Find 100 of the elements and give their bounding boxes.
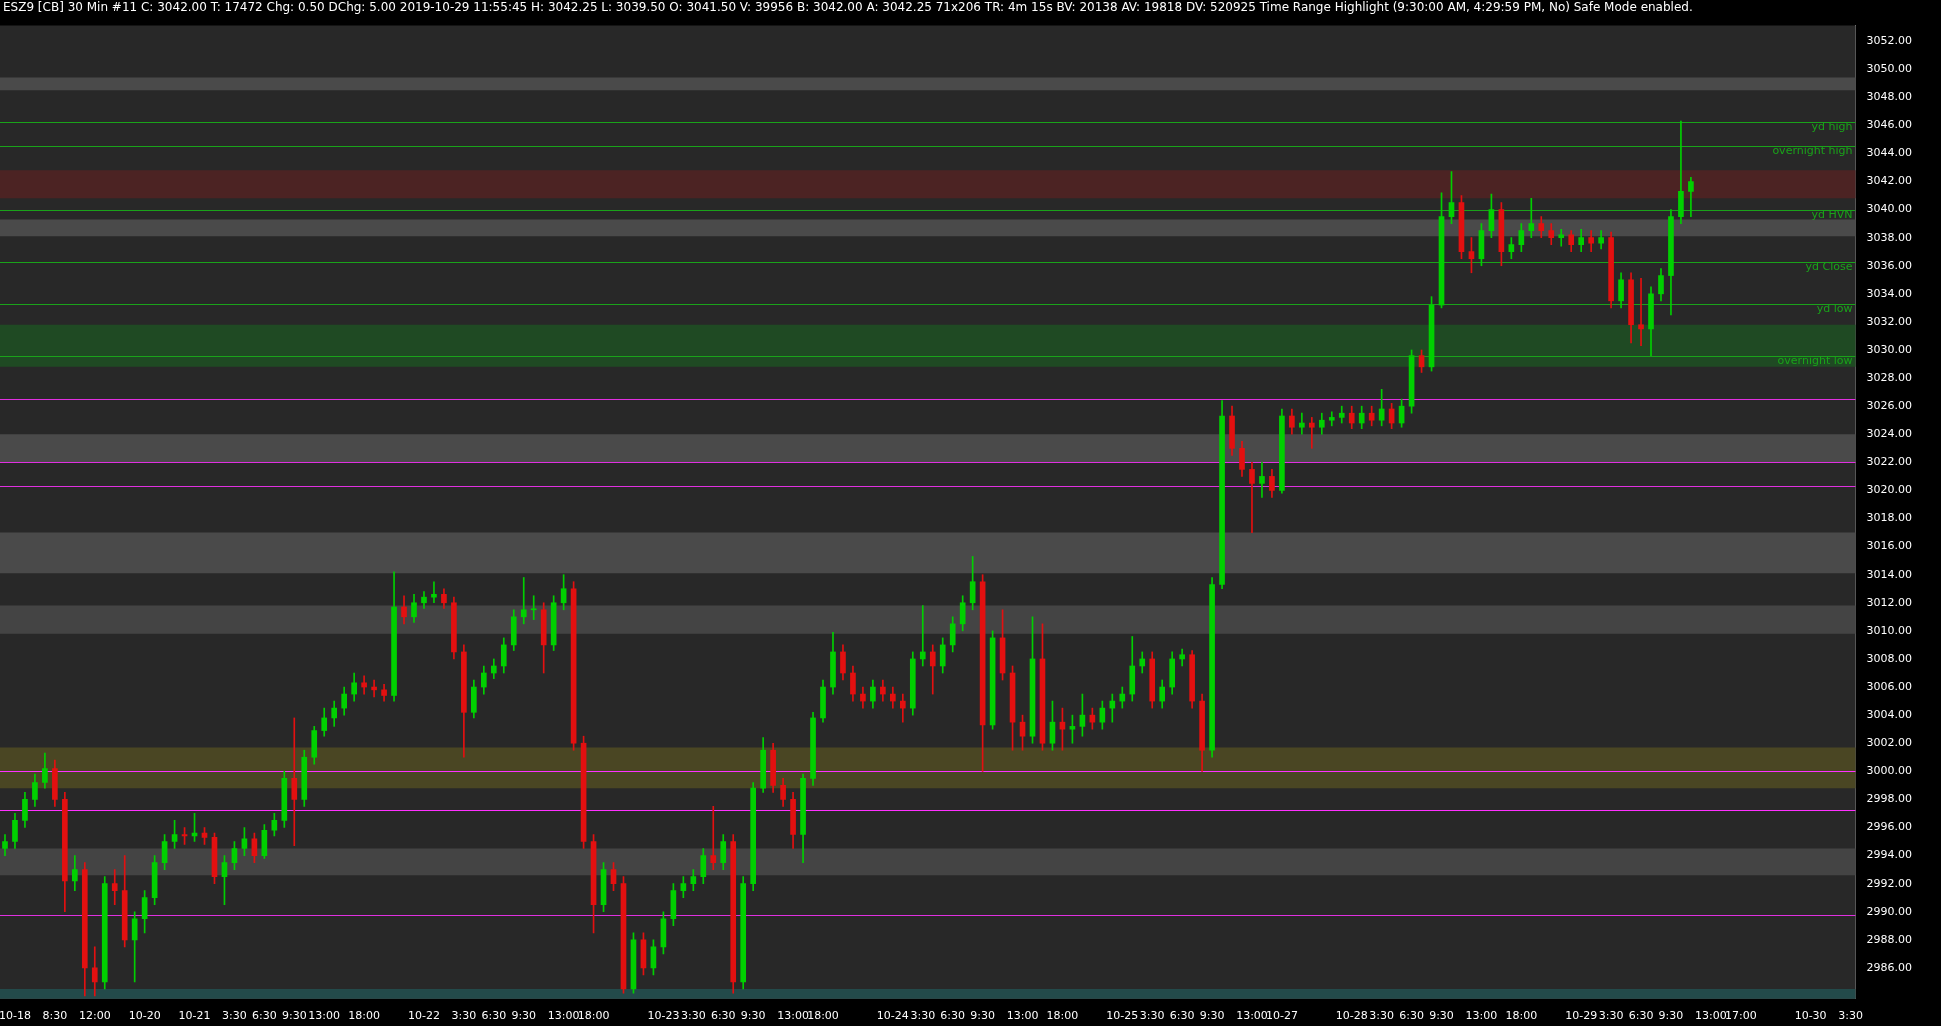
x-tick-label: 18:00 (807, 1009, 839, 1023)
x-tick-label: 9:30 (1429, 1009, 1454, 1023)
y-tick-label: 2990.00 (1866, 904, 1913, 918)
y-tick-label: 2986.00 (1866, 960, 1913, 974)
x-tick-label: 3:30 (1598, 1009, 1624, 1023)
x-tick-label: 13:00 (1236, 1009, 1268, 1023)
y-tick-label: 3046.00 (1866, 118, 1913, 132)
x-tick-label: 18:00 (348, 1009, 380, 1023)
y-tick-label: 3028.00 (1866, 370, 1913, 384)
candlestick (1558, 228, 1565, 247)
ref-line-label: overnight low (1777, 353, 1853, 367)
y-tick-label: 3026.00 (1866, 399, 1913, 413)
x-tick-label: 10-22 (407, 1009, 440, 1023)
candlestick (371, 679, 377, 698)
candlestick (1309, 417, 1315, 449)
x-tick-label: 3:30 (1369, 1009, 1395, 1023)
y-tick-label: 3040.00 (1866, 202, 1913, 216)
y-tick-label: 3042.00 (1866, 174, 1913, 188)
candlestick (1638, 278, 1644, 347)
candlestick (361, 675, 367, 695)
x-tick-label: 9:30 (1658, 1009, 1684, 1023)
x-tick-label: 13:00 (1465, 1009, 1498, 1023)
x-tick-label: 6:30 (1169, 1009, 1195, 1023)
y-tick-label: 2998.00 (1866, 792, 1913, 806)
y-tick-label: 3014.00 (1866, 567, 1913, 581)
y-tick-label: 2992.00 (1866, 876, 1913, 890)
candlestick (1249, 462, 1255, 533)
x-tick-label: 13:00 (547, 1009, 580, 1023)
candlestick (1259, 462, 1265, 498)
x-tick-label: 13:00 (308, 1009, 341, 1023)
y-tick-label: 3044.00 (1866, 146, 1913, 160)
candlestick (530, 595, 537, 620)
x-tick-label: 10-18 (0, 1009, 31, 1023)
x-tick-label: 10-21 (178, 1009, 211, 1023)
x-tick-label: 6:30 (481, 1009, 507, 1023)
x-tick-label: 6:30 (1628, 1009, 1654, 1023)
y-tick-label: 3002.00 (1866, 736, 1913, 750)
x-tick-label: 3:30 (222, 1009, 247, 1023)
x-tick-label: 3:30 (1838, 1009, 1863, 1023)
x-tick-label: 10-24 (876, 1009, 909, 1023)
candlestick (1299, 412, 1305, 435)
y-tick-label: 3052.00 (1866, 33, 1913, 47)
y-tick-label: 2994.00 (1866, 848, 1913, 862)
y-tick-label: 3006.00 (1866, 679, 1913, 693)
x-tick-label: 10-25 (1106, 1009, 1139, 1023)
y-tick-label: 2996.00 (1866, 820, 1913, 834)
x-tick-label: 18:00 (1505, 1009, 1538, 1023)
x-tick-label: 10-30 (1794, 1009, 1827, 1023)
x-tick-label: 10-20 (128, 1009, 161, 1023)
x-tick-label: 9:30 (281, 1009, 307, 1023)
x-tick-label: 13:00 (777, 1009, 809, 1023)
x-tick-label: 6:30 (710, 1009, 736, 1023)
y-tick-label: 3018.00 (1866, 511, 1913, 525)
x-tick-label: 9:30 (511, 1009, 537, 1023)
x-tick-label: 3:30 (1139, 1009, 1165, 1023)
x-tick-label: 10-29 (1565, 1009, 1598, 1023)
y-tick-label: 3010.00 (1866, 623, 1913, 637)
candlestick (1678, 120, 1684, 224)
x-tick-label: 3:30 (910, 1009, 936, 1023)
x-tick-label: 18:00 (1046, 1009, 1079, 1023)
x-tick-label: 3:30 (451, 1009, 477, 1023)
x-tick-label: 6:30 (940, 1009, 966, 1023)
x-tick-label: 12:00 (78, 1009, 111, 1023)
x-tick-label: 6:30 (1399, 1009, 1424, 1023)
y-tick-label: 3050.00 (1866, 61, 1913, 75)
x-tick-label: 3:30 (680, 1009, 706, 1023)
ref-line-label: overnight high (1772, 143, 1853, 157)
x-tick-label: 8:30 (42, 1009, 68, 1023)
y-tick-label: 3036.00 (1866, 258, 1913, 272)
candlestick (520, 577, 527, 625)
y-tick-label: 3008.00 (1866, 651, 1913, 665)
y-tick-label: 2988.00 (1866, 932, 1913, 946)
x-tick-label: 9:30 (970, 1009, 995, 1023)
ref-line-label: yd high (1811, 119, 1853, 133)
y-tick-label: 3038.00 (1866, 230, 1913, 244)
candlestick (710, 806, 717, 870)
x-tick-label: 10-23 (647, 1009, 680, 1023)
candlestick (919, 605, 926, 667)
y-tick-label: 3004.00 (1866, 707, 1913, 721)
y-tick-label: 3032.00 (1866, 314, 1913, 328)
x-tick-label: 13:00 (1006, 1009, 1039, 1023)
chart-title: ESZ9 [CB] 30 Min #11 C: 3042.00 T: 17472 Chg: 0.50 DChg: 5.00 2019-10-29 11:55:45 H: 3042.25 L: 3039.50 O: 3041.50 V: 39956 B: 3042.00 A: 3042.25 71x206 TR: 4m 15s BV: 20138 AV: 19818 DV: 520925 Time Range Highlight (9:30:00 AM, 4:29:59 PM, No) Safe Mode enabled. (0, 0, 1941, 16)
candlestick (431, 581, 437, 604)
y-tick-label: 3000.00 (1866, 764, 1913, 778)
y-tick-label: 3022.00 (1866, 455, 1913, 469)
candlestick (291, 717, 298, 847)
x-tick-label: 9:30 (740, 1009, 766, 1023)
y-tick-label: 3016.00 (1866, 539, 1913, 553)
y-tick-label: 3034.00 (1866, 286, 1913, 300)
candlestick (111, 869, 118, 906)
x-tick-label: 6:30 (252, 1009, 277, 1023)
y-tick-label: 3020.00 (1866, 483, 1913, 497)
y-tick-label: 3024.00 (1866, 427, 1913, 441)
candlestick (1528, 198, 1535, 238)
x-tick-label: 9:30 (1199, 1009, 1225, 1023)
y-tick-label: 3048.00 (1866, 90, 1913, 104)
candlestick (1328, 411, 1335, 427)
y-tick-label: 3030.00 (1866, 342, 1913, 356)
x-tick-label: 10-28 (1335, 1009, 1368, 1023)
x-tick-label: 13:00 (1695, 1009, 1727, 1023)
